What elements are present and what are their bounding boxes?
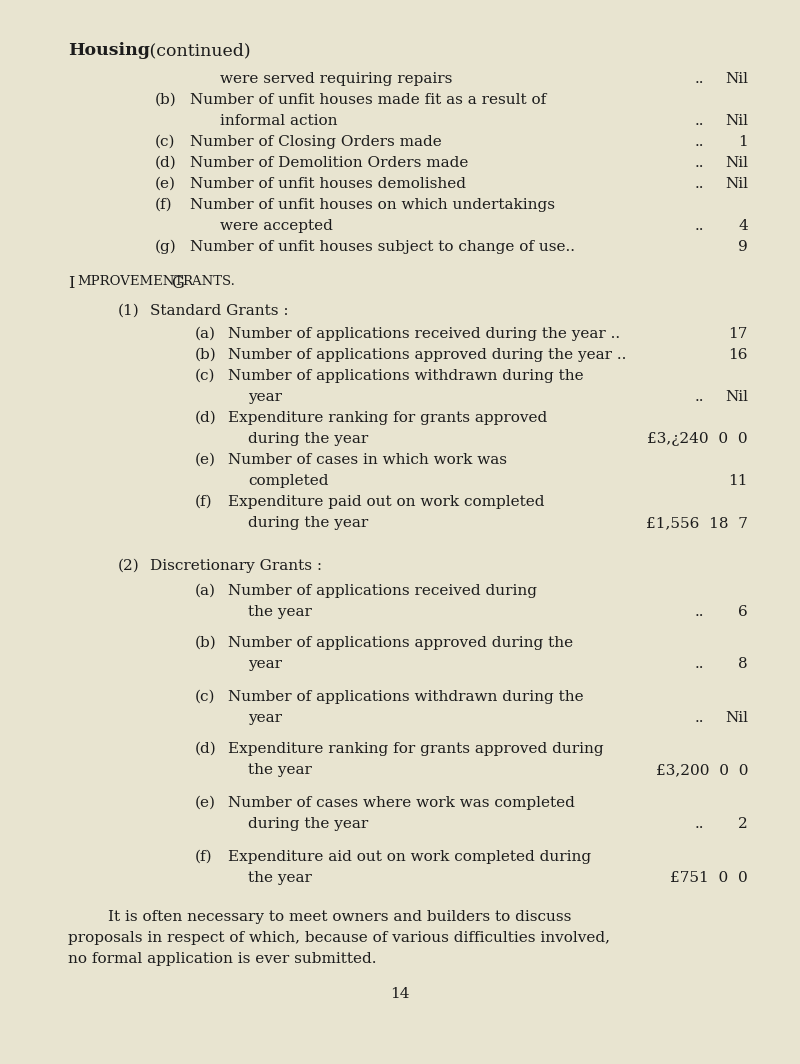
- Text: completed: completed: [248, 473, 329, 488]
- Text: (a): (a): [195, 584, 216, 598]
- Text: (g): (g): [155, 240, 177, 254]
- Text: Expenditure paid out on work completed: Expenditure paid out on work completed: [228, 495, 545, 509]
- Text: ..: ..: [695, 156, 705, 170]
- Text: Expenditure aid out on work completed during: Expenditure aid out on work completed du…: [228, 850, 591, 864]
- Text: during the year: during the year: [248, 817, 368, 831]
- Text: MPROVEMENT: MPROVEMENT: [77, 275, 183, 288]
- Text: (continued): (continued): [144, 41, 250, 59]
- Text: ..: ..: [695, 817, 705, 831]
- Text: Number of cases in which work was: Number of cases in which work was: [228, 453, 507, 467]
- Text: year: year: [248, 711, 282, 725]
- Text: the year: the year: [248, 763, 312, 777]
- Text: I: I: [68, 275, 74, 292]
- Text: (2): (2): [118, 559, 140, 573]
- Text: 17: 17: [729, 327, 748, 340]
- Text: (c): (c): [195, 689, 215, 704]
- Text: 1: 1: [738, 135, 748, 149]
- Text: £3,¿240  0  0: £3,¿240 0 0: [647, 432, 748, 446]
- Text: Number of cases where work was completed: Number of cases where work was completed: [228, 796, 575, 810]
- Text: Number of unfit houses subject to change of use..: Number of unfit houses subject to change…: [190, 240, 575, 254]
- Text: (c): (c): [195, 369, 215, 383]
- Text: year: year: [248, 656, 282, 671]
- Text: 4: 4: [738, 219, 748, 233]
- Text: no formal application is ever submitted.: no formal application is ever submitted.: [68, 952, 377, 966]
- Text: (e): (e): [195, 453, 216, 467]
- Text: Expenditure ranking for grants approved: Expenditure ranking for grants approved: [228, 411, 547, 425]
- Text: RANTS.: RANTS.: [182, 275, 235, 288]
- Text: 8: 8: [738, 656, 748, 671]
- Text: Nil: Nil: [725, 711, 748, 725]
- Text: during the year: during the year: [248, 432, 368, 446]
- Text: (c): (c): [155, 135, 175, 149]
- Text: ..: ..: [695, 711, 705, 725]
- Text: 16: 16: [729, 348, 748, 362]
- Text: (b): (b): [195, 348, 217, 362]
- Text: (a): (a): [195, 327, 216, 340]
- Text: £751  0  0: £751 0 0: [670, 871, 748, 885]
- Text: 9: 9: [738, 240, 748, 254]
- Text: Nil: Nil: [725, 72, 748, 86]
- Text: ..: ..: [695, 219, 705, 233]
- Text: the year: the year: [248, 605, 312, 619]
- Text: G: G: [171, 275, 184, 292]
- Text: Number of unfit houses demolished: Number of unfit houses demolished: [190, 177, 466, 192]
- Text: ..: ..: [695, 656, 705, 671]
- Text: were accepted: were accepted: [220, 219, 333, 233]
- Text: (f): (f): [155, 198, 173, 212]
- Text: Number of Demolition Orders made: Number of Demolition Orders made: [190, 156, 468, 170]
- Text: proposals in respect of which, because of various difficulties involved,: proposals in respect of which, because o…: [68, 931, 610, 945]
- Text: £1,556  18  7: £1,556 18 7: [646, 516, 748, 530]
- Text: were served requiring repairs: were served requiring repairs: [220, 72, 452, 86]
- Text: (1): (1): [118, 304, 140, 318]
- Text: ..: ..: [695, 72, 705, 86]
- Text: Nil: Nil: [725, 114, 748, 128]
- Text: 2: 2: [738, 817, 748, 831]
- Text: informal action: informal action: [220, 114, 338, 128]
- Text: ..: ..: [695, 135, 705, 149]
- Text: £3,200  0  0: £3,200 0 0: [655, 763, 748, 777]
- Text: the year: the year: [248, 871, 312, 885]
- Text: Nil: Nil: [725, 177, 748, 192]
- Text: Number of unfit houses on which undertakings: Number of unfit houses on which undertak…: [190, 198, 555, 212]
- Text: ..: ..: [695, 605, 705, 619]
- Text: Number of applications approved during the: Number of applications approved during t…: [228, 636, 573, 650]
- Text: (b): (b): [155, 93, 177, 107]
- Text: during the year: during the year: [248, 516, 368, 530]
- Text: Nil: Nil: [725, 390, 748, 404]
- Text: Number of applications received during: Number of applications received during: [228, 584, 537, 598]
- Text: Number of applications withdrawn during the: Number of applications withdrawn during …: [228, 689, 584, 704]
- Text: Number of unfit houses made fit as a result of: Number of unfit houses made fit as a res…: [190, 93, 546, 107]
- Text: (d): (d): [195, 411, 217, 425]
- Text: Number of Closing Orders made: Number of Closing Orders made: [190, 135, 442, 149]
- Text: 6: 6: [738, 605, 748, 619]
- Text: Housing: Housing: [68, 41, 150, 59]
- Text: Number of applications withdrawn during the: Number of applications withdrawn during …: [228, 369, 584, 383]
- Text: Discretionary Grants :: Discretionary Grants :: [150, 559, 322, 573]
- Text: (f): (f): [195, 495, 213, 509]
- Text: (f): (f): [195, 850, 213, 864]
- Text: Nil: Nil: [725, 156, 748, 170]
- Text: It is often necessary to meet owners and builders to discuss: It is often necessary to meet owners and…: [108, 910, 571, 924]
- Text: year: year: [248, 390, 282, 404]
- Text: Number of applications approved during the year ..: Number of applications approved during t…: [228, 348, 626, 362]
- Text: 11: 11: [729, 473, 748, 488]
- Text: (e): (e): [155, 177, 176, 192]
- Text: (d): (d): [195, 742, 217, 757]
- Text: 14: 14: [390, 987, 410, 1001]
- Text: (b): (b): [195, 636, 217, 650]
- Text: ..: ..: [695, 177, 705, 192]
- Text: Number of applications received during the year ..: Number of applications received during t…: [228, 327, 620, 340]
- Text: ..: ..: [695, 390, 705, 404]
- Text: Standard Grants :: Standard Grants :: [150, 304, 289, 318]
- Text: ..: ..: [695, 114, 705, 128]
- Text: (e): (e): [195, 796, 216, 810]
- Text: (d): (d): [155, 156, 177, 170]
- Text: Expenditure ranking for grants approved during: Expenditure ranking for grants approved …: [228, 742, 604, 757]
